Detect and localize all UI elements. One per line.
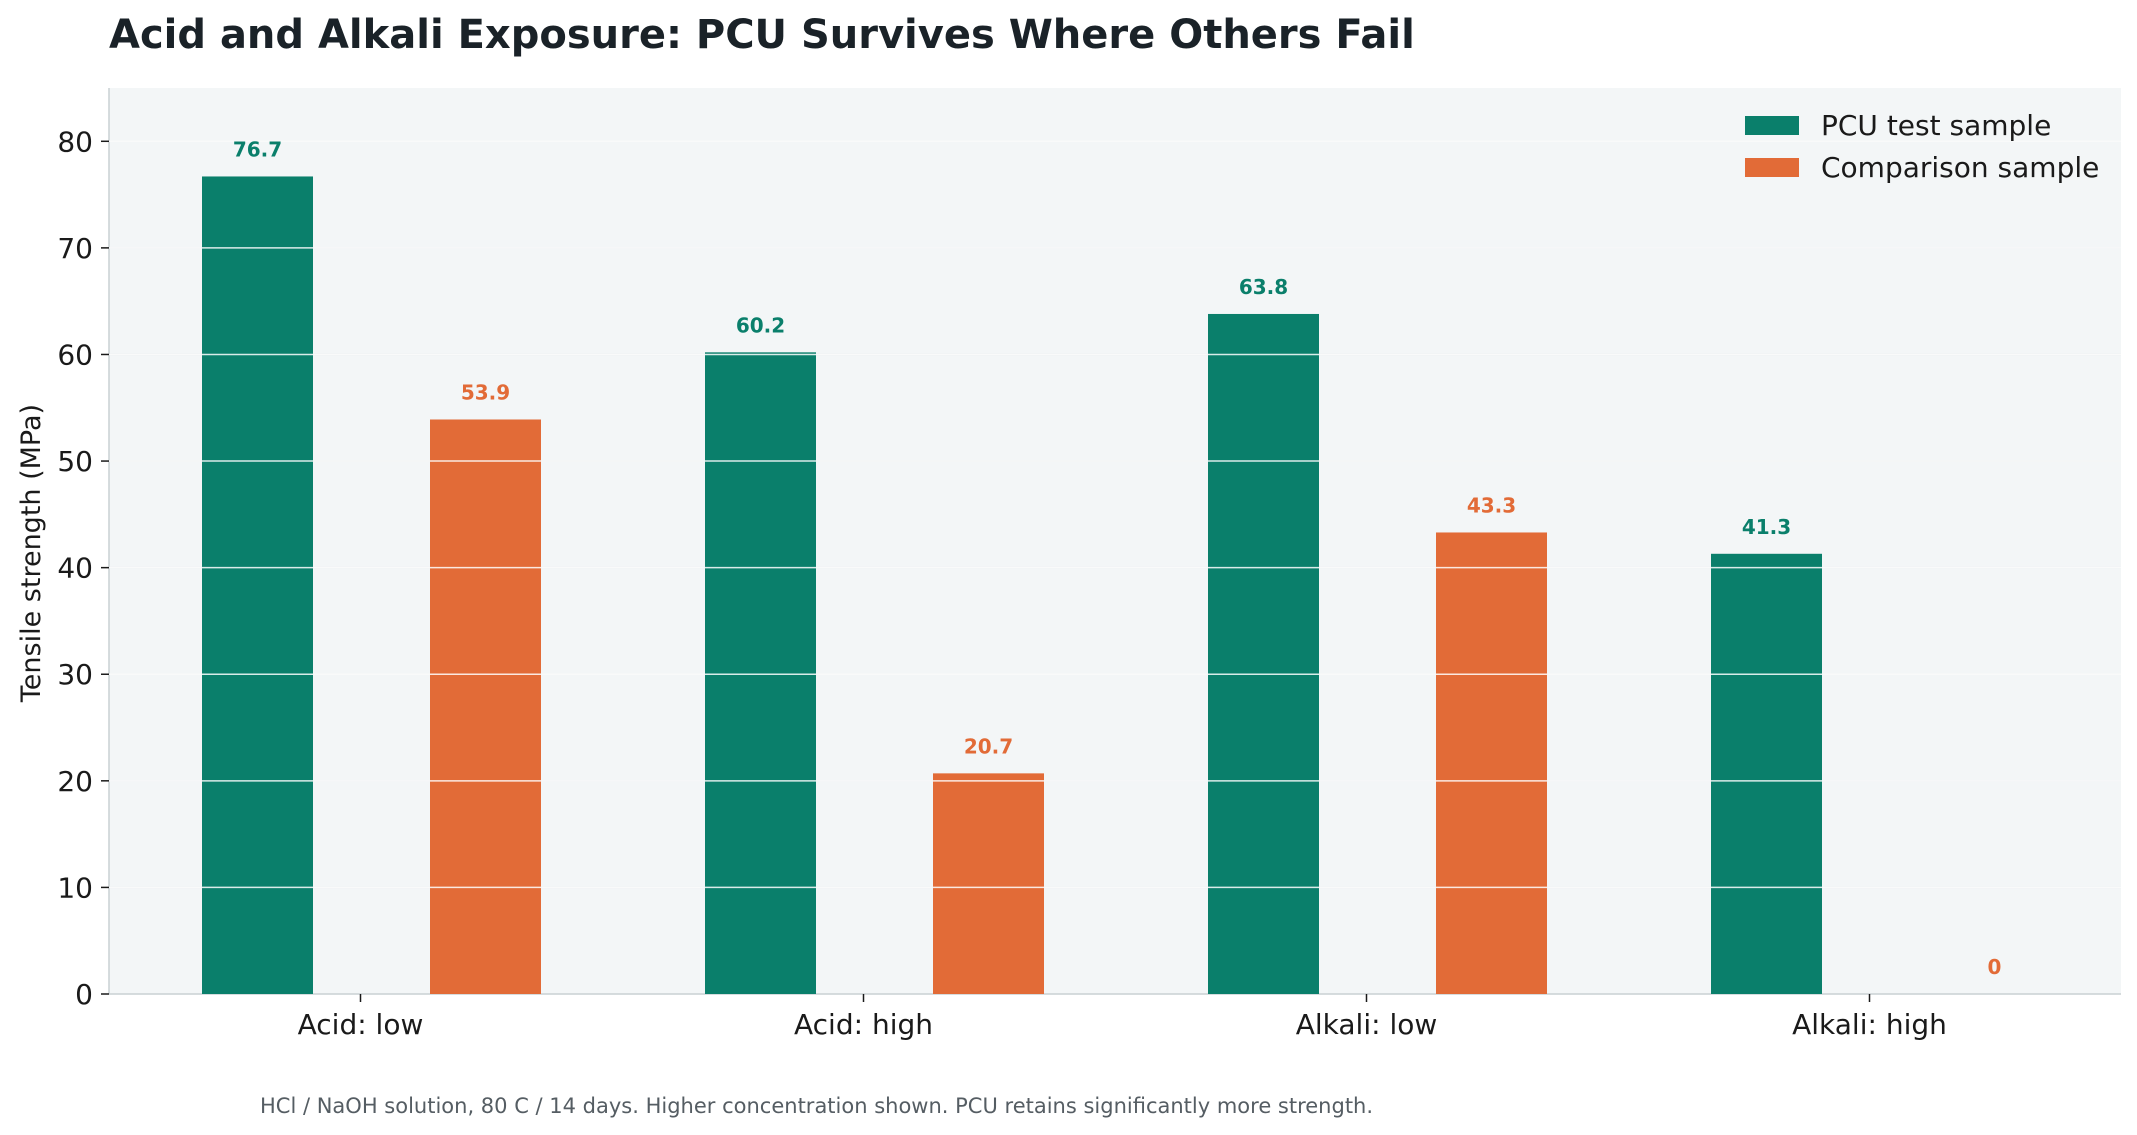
legend-swatch [1745, 116, 1799, 135]
legend-label: PCU test sample [1821, 109, 2051, 142]
y-tick-label: 10 [57, 871, 93, 904]
bar-value-label: 76.7 [233, 137, 282, 161]
bar-value-label: 43.3 [1467, 493, 1516, 517]
y-tick-label: 0 [75, 978, 93, 1011]
bar [933, 773, 1044, 994]
x-tick-labels: Acid: low Acid: high Alkali: low Alkali: hi… [298, 994, 1947, 1041]
y-axis-label: Tensile strength (MPa) [16, 404, 47, 703]
bars [109, 140, 2121, 995]
y-tick-label: 30 [57, 658, 93, 691]
bar-value-label: 63.8 [1239, 275, 1288, 299]
x-tick-label: Alkali: low [1296, 1008, 1438, 1041]
y-tick-label: 60 [57, 338, 93, 371]
bar [202, 176, 313, 994]
bar-value-label: 60.2 [736, 313, 785, 337]
bar-value-label: 53.9 [461, 380, 510, 404]
legend-label: Comparison sample [1821, 151, 2099, 184]
bar [430, 419, 541, 995]
x-tick-label: Acid: low [298, 1008, 424, 1041]
chart-title: Acid and Alkali Exposure: PCU Survives W… [109, 12, 1415, 58]
y-tick-label: 80 [57, 125, 93, 158]
y-tick-label: 20 [57, 765, 93, 798]
bar [1436, 532, 1547, 994]
x-tick-label: Alkali: high [1792, 1008, 1947, 1041]
chart-note: HCl / NaOH solution, 80 C / 14 days. Hig… [260, 1094, 1373, 1118]
bar [705, 352, 816, 994]
legend-swatch [1745, 158, 1799, 177]
bar [1208, 313, 1319, 995]
legend: PCU test sample Comparison sample [1745, 109, 2099, 184]
x-tick-label: Acid: high [794, 1008, 933, 1041]
y-tick-label: 70 [57, 232, 93, 265]
y-tick-label: 50 [57, 445, 93, 478]
bar [1711, 553, 1822, 994]
y-tick-labels: 0 10 20 30 40 50 60 70 80 [57, 125, 109, 1011]
data-labels: 76.7 53.9 60.2 20.7 63.8 43.3 41.3 0 [233, 137, 2002, 979]
bar-value-label: 20.7 [964, 734, 1013, 758]
bar-value-label: 41.3 [1742, 515, 1791, 539]
y-tick-label: 40 [57, 552, 93, 585]
bar-value-label: 0 [1988, 955, 2002, 979]
